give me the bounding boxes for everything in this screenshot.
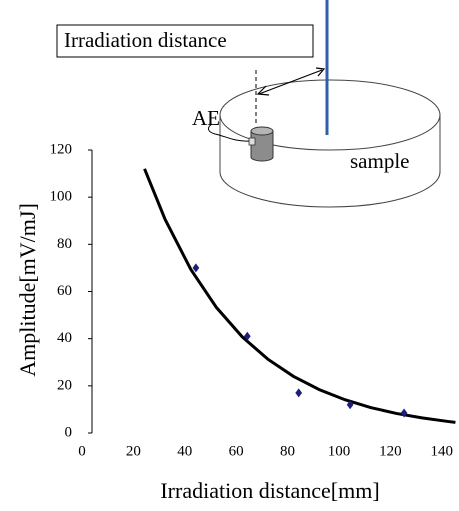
x-tick-label: 20 <box>126 443 141 459</box>
data-point <box>295 388 303 398</box>
y-tick-label: 0 <box>65 424 73 440</box>
y-axis-label: Amplitude[mV/mJ] <box>15 203 40 377</box>
x-tick-label: 40 <box>177 443 192 459</box>
data-point <box>192 263 200 273</box>
sensor-wire <box>207 123 250 142</box>
y-tick-label: 120 <box>50 141 73 157</box>
sample-label: sample <box>350 149 409 173</box>
y-tick-label: 40 <box>57 330 72 346</box>
data-point <box>243 331 251 341</box>
label-box <box>56 24 314 58</box>
setup-diagram: Irradiation distance AE sample <box>56 0 441 208</box>
x-tick-label: 60 <box>229 443 244 459</box>
x-tick-label: 80 <box>280 443 295 459</box>
y-tick-label: 80 <box>57 236 72 252</box>
y-tick-label: 20 <box>57 377 72 393</box>
arrow-heads <box>256 67 326 96</box>
sample-side <box>219 115 441 208</box>
fit-curve <box>143 168 456 424</box>
x-tick-label: 100 <box>328 443 351 459</box>
x-tick-label: 120 <box>379 443 402 459</box>
distance-arrow <box>258 69 323 95</box>
sensor-connector <box>248 137 256 146</box>
data-point <box>400 408 408 418</box>
sensor-label: AE <box>192 106 220 130</box>
box-label: Irradiation distance <box>64 28 227 52</box>
y-tick-label: 60 <box>57 283 72 299</box>
sensor-body <box>250 130 274 162</box>
x-tick-label: 0 <box>78 443 86 459</box>
x-axis-label: Irradiation distance[mm] <box>160 478 379 503</box>
data-point <box>346 400 354 410</box>
x-tick-label: 140 <box>430 443 453 459</box>
sensor-top <box>250 126 274 136</box>
y-tick-label: 100 <box>50 189 73 205</box>
sample-top <box>219 79 441 151</box>
